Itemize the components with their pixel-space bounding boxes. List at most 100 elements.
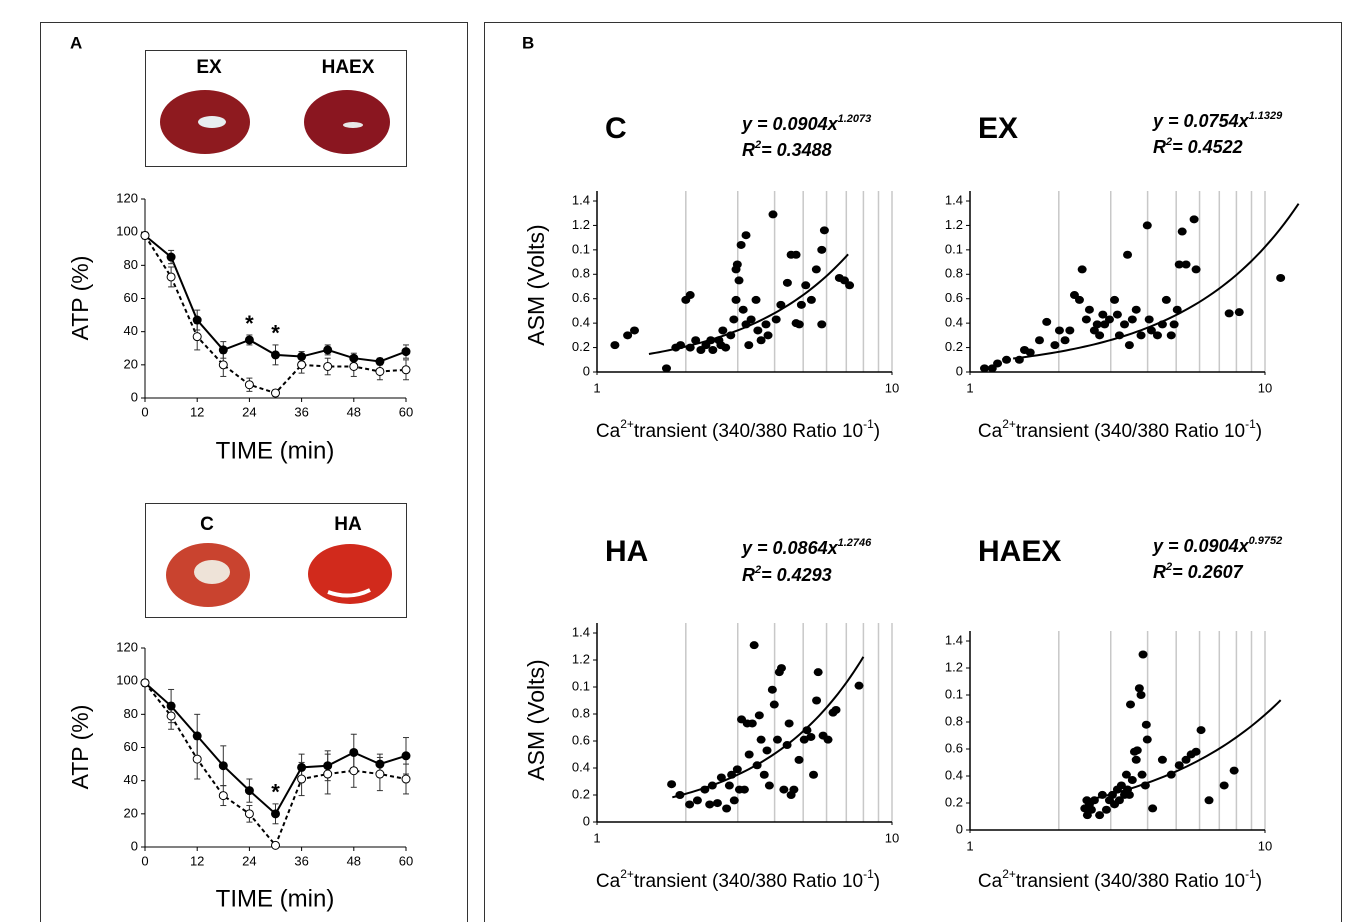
r-squared: R2= 0.4522	[1153, 136, 1243, 157]
data-point	[817, 245, 827, 254]
data-point	[1166, 331, 1176, 340]
data-point	[1098, 310, 1108, 319]
fit-curve	[672, 656, 865, 799]
data-point	[1095, 331, 1105, 340]
data-point	[1229, 766, 1239, 775]
chart-title: HAEX	[978, 535, 1061, 568]
data-point	[323, 769, 333, 779]
data-point	[813, 668, 823, 677]
data-point	[1110, 295, 1120, 304]
panel-a-frame	[40, 22, 468, 922]
data-point	[1161, 295, 1171, 304]
data-point	[166, 272, 176, 282]
data-point	[685, 291, 695, 300]
x-axis-label-part: )	[874, 421, 880, 442]
data-point	[1025, 348, 1035, 357]
significance-mark: *	[271, 321, 280, 346]
x-axis-label-part: -1	[863, 867, 874, 881]
x-axis-label-part: transient (340/380 Ratio 10	[1016, 421, 1245, 442]
data-point	[980, 364, 990, 373]
data-point	[667, 780, 677, 789]
data-point	[692, 796, 702, 805]
x-axis-label-part: 2+	[620, 867, 634, 881]
x-axis-label: Ca2+transient (340/380 Ratio 10-1)	[596, 867, 880, 892]
y-tick-label: 120	[116, 639, 138, 654]
y-tick-label: 1.4	[572, 192, 590, 207]
data-point	[1174, 761, 1184, 770]
data-point	[1172, 305, 1182, 314]
x-axis-label: TIME (min)	[216, 885, 335, 912]
data-point	[1114, 796, 1124, 805]
y-tick-label: 60	[124, 739, 138, 754]
data-point	[271, 809, 280, 819]
photo-label: HAEX	[322, 57, 375, 78]
data-point	[244, 335, 254, 345]
data-point	[375, 769, 385, 779]
data-point	[401, 365, 411, 375]
y-tick-label: 0.6	[572, 732, 590, 747]
r-squared: R2= 0.3488	[742, 139, 832, 160]
data-point	[823, 735, 833, 744]
data-point	[767, 685, 777, 694]
y-tick-label: 0.4	[572, 759, 590, 774]
y-tick-label: 0	[956, 821, 963, 836]
fit-curve	[1012, 203, 1300, 360]
r-squared-value: 0.3488	[777, 140, 832, 160]
data-point	[739, 785, 749, 794]
data-point	[791, 250, 801, 259]
fit-equation: y = 0.0904x1.2073	[741, 113, 871, 134]
x-axis-label-part: -1	[863, 417, 874, 431]
data-point	[705, 800, 715, 809]
data-point	[1095, 811, 1105, 820]
data-point	[375, 366, 385, 376]
x-axis-label-part: )	[1256, 421, 1262, 442]
panel-b-frame	[484, 22, 1342, 922]
data-point	[1060, 336, 1070, 345]
x-axis-label-part: Ca	[596, 421, 621, 442]
x-axis-label-part: -1	[1245, 417, 1256, 431]
x-tick-label: 1	[966, 838, 973, 853]
y-tick-label: 0.2	[945, 794, 963, 809]
y-tick-label: 100	[116, 224, 138, 239]
r-squared-part: R	[742, 140, 755, 160]
data-point	[1191, 265, 1201, 274]
r-squared-part: 2	[754, 139, 761, 151]
x-axis-label-part: transient (340/380 Ratio 10	[1016, 871, 1245, 892]
r-squared-part: 2	[1165, 561, 1172, 573]
x-axis-label-part: transient (340/380 Ratio 10	[634, 421, 863, 442]
data-point	[1132, 746, 1142, 755]
equation-coefficient: 0.0904	[773, 114, 828, 134]
data-point	[751, 295, 761, 304]
data-point	[401, 347, 411, 357]
x-tick-label: 10	[1258, 380, 1272, 395]
data-point	[1116, 781, 1126, 790]
x-tick-label: 24	[242, 853, 256, 868]
heart-slice-lumen	[194, 560, 230, 584]
r-squared-part: R	[1153, 137, 1166, 157]
data-point	[1077, 265, 1087, 274]
data-point	[1134, 684, 1144, 693]
data-point	[623, 331, 633, 340]
y-tick-label: 1.2	[945, 659, 963, 674]
data-point	[794, 755, 804, 764]
data-point	[1196, 726, 1206, 735]
x-tick-label: 48	[347, 404, 361, 419]
data-point	[297, 360, 307, 370]
data-point	[764, 781, 774, 790]
y-tick-label: 0.8	[945, 266, 963, 281]
data-point	[1081, 315, 1091, 324]
y-tick-label: 0	[583, 363, 590, 378]
y-tick-label: 1.2	[945, 217, 963, 232]
data-point	[349, 747, 359, 757]
data-point	[1224, 309, 1234, 318]
data-point	[323, 761, 333, 771]
data-point	[806, 295, 816, 304]
r-squared-part: R	[1153, 562, 1166, 582]
data-point	[801, 281, 811, 290]
y-axis-label: ATP (%)	[67, 705, 93, 790]
data-point	[762, 746, 772, 755]
fit-curve	[648, 253, 849, 355]
y-tick-label: 0	[956, 363, 963, 378]
data-point	[1127, 776, 1137, 785]
data-point	[1074, 295, 1084, 304]
